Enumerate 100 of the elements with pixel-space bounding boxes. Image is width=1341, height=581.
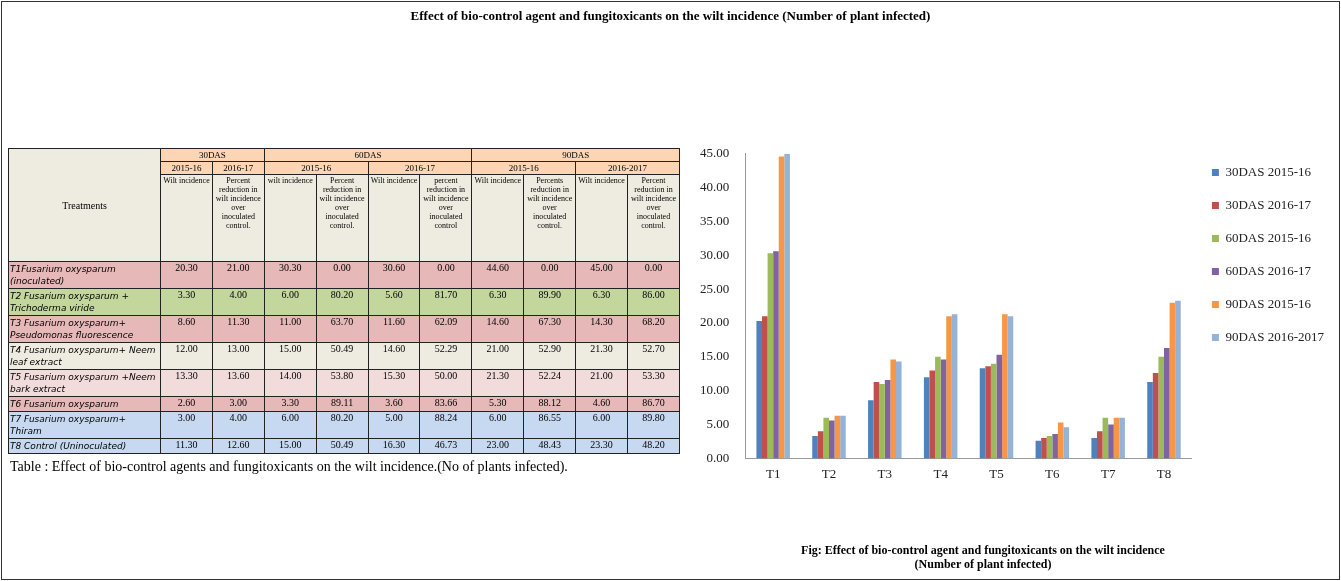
data-label: 86.55	[523, 411, 576, 439]
data-label: 5.60	[368, 288, 420, 316]
data-label: 3.00	[212, 396, 265, 412]
bar	[868, 400, 874, 459]
data-label: 13.60	[212, 369, 265, 397]
data-label: 63.70	[316, 315, 369, 343]
bar	[1108, 424, 1114, 459]
data-label: 20.30	[160, 261, 213, 289]
text: 60DAS	[264, 148, 472, 162]
x-tick-label: Percent reduction in wilt incidence over inoculated control.	[316, 174, 369, 262]
x-tick-label: Wilt incidence	[160, 174, 213, 262]
y-tick-label: 40.00	[700, 179, 730, 195]
y-tick-label: 25.00	[700, 280, 730, 296]
text: 2015-16	[160, 161, 213, 175]
data-label: 2.60	[160, 396, 213, 412]
bar	[1052, 434, 1058, 459]
x-tick-label: T3	[877, 465, 893, 481]
data-label: 52.24	[523, 369, 576, 397]
bar	[1091, 438, 1097, 459]
x-tick-label: T6	[1045, 465, 1061, 481]
data-label: 4.00	[212, 411, 265, 439]
y-tick-label: T2 Fusarium oxysparum + Trichoderma viride	[8, 288, 161, 316]
text: 90DAS	[471, 148, 680, 162]
data-label: 11.60	[368, 315, 420, 343]
y-tick-label: T5 Fusarium oxysparum +Neem bark extract	[8, 369, 161, 397]
data-label: 15.30	[368, 369, 420, 397]
data-label: 30.60	[368, 261, 420, 289]
data-label: 8.60	[160, 315, 213, 343]
y-tick-label: T1Fusarium oxysparum (inoculated)	[8, 261, 161, 289]
x-tick-label: T5	[989, 465, 1004, 481]
y-tick-label: T7 Fusarium oxysparum+ Thiram	[8, 411, 161, 439]
bar	[812, 436, 818, 459]
data-label: 12.60	[212, 438, 265, 454]
data-label: 15.00	[264, 342, 317, 370]
y-tick-label: 45.00	[700, 145, 730, 161]
x-tick-label: Percent reduction in wilt incidence over inoculated control.	[212, 174, 265, 262]
x-tick-label: T8	[1156, 465, 1172, 481]
data-label: 67.30	[523, 315, 576, 343]
data-label: 0.00	[419, 261, 472, 289]
y-tick-label: 30.00	[700, 246, 730, 262]
data-label: 3.30	[264, 396, 317, 412]
data-label: 21.30	[575, 342, 628, 370]
data-label: 0.00	[523, 261, 576, 289]
y-tick-label: T6 Fusarium oxysparum	[8, 396, 161, 412]
y-tick-label: T8 Control (Uninoculated)	[8, 438, 161, 454]
data-label: 6.00	[471, 411, 524, 439]
y-tick-label: T3 Fusarium oxysparum+ Pseudomonas fluorescence	[8, 315, 161, 343]
data-label: 89.90	[523, 288, 576, 316]
data-label: 88.24	[419, 411, 472, 439]
data-label: 88.12	[523, 396, 576, 412]
data-label: 3.30	[160, 288, 213, 316]
data-label: 3.60	[368, 396, 420, 412]
data-label: 21.00	[575, 369, 628, 397]
x-tick-label: Wilt incidence	[368, 174, 420, 262]
y-tick-label: 10.00	[700, 382, 730, 398]
data-label: 30.30	[264, 261, 317, 289]
data-label: 23.00	[471, 438, 524, 454]
data-label: 11.30	[212, 315, 265, 343]
text: 2016-2017	[575, 161, 680, 175]
bar	[890, 359, 896, 459]
data-label: 48.20	[627, 438, 680, 454]
data-label: 52.90	[523, 342, 576, 370]
data-label: 46.73	[419, 438, 472, 454]
data-label: 62.09	[419, 315, 472, 343]
y-tick-label: 15.00	[700, 348, 730, 364]
data-label: 6.00	[264, 288, 317, 316]
data-label: 5.00	[368, 411, 420, 439]
y-tick-label: 0.00	[706, 449, 730, 465]
legend-label: 30DAS 2015-16	[1225, 163, 1312, 179]
bar	[896, 361, 902, 459]
data-label: 21.30	[471, 369, 524, 397]
data-label: 50.49	[316, 342, 369, 370]
data-label: 14.60	[368, 342, 420, 370]
data-label: 23.30	[575, 438, 628, 454]
bar	[756, 320, 762, 459]
data-label: 13.00	[212, 342, 265, 370]
data-label: 86.00	[627, 288, 680, 316]
text: 2016-17	[368, 161, 472, 175]
x-tick-label: Wilt incidence	[575, 174, 628, 262]
text: 2015-16	[471, 161, 576, 175]
x-tick-label: T4	[933, 465, 949, 481]
data-label: 14.30	[575, 315, 628, 343]
data-label: 16.30	[368, 438, 420, 454]
legend-label: 60DAS 2015-16	[1225, 229, 1312, 245]
data-label: 50.00	[419, 369, 472, 397]
data-label: 52.29	[419, 342, 472, 370]
bar	[879, 383, 885, 459]
data-label: 80.20	[316, 411, 369, 439]
bar	[767, 253, 774, 459]
legend-label: 90DAS 2016-2017	[1225, 328, 1325, 344]
data-label: 83.66	[419, 396, 472, 412]
text: 2016-17	[212, 161, 265, 175]
legend-label: 60DAS 2016-17	[1225, 262, 1312, 278]
data-label: 4.60	[575, 396, 628, 412]
chart-title: Effect of bio-control agent and fungitoxicants on the wilt incidence (Number of plant infected)	[409, 8, 932, 23]
data-label: 0.00	[316, 261, 369, 289]
annotation: Table : Effect of bio-control agents and fungitoxicants on the wilt incidence.(No of plants infected).	[9, 458, 569, 476]
bar	[946, 316, 952, 459]
data-label: 14.00	[264, 369, 317, 397]
data-label: 14.60	[471, 315, 524, 343]
